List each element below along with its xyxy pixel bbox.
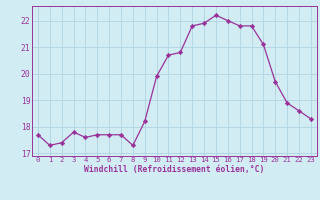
- X-axis label: Windchill (Refroidissement éolien,°C): Windchill (Refroidissement éolien,°C): [84, 165, 265, 174]
